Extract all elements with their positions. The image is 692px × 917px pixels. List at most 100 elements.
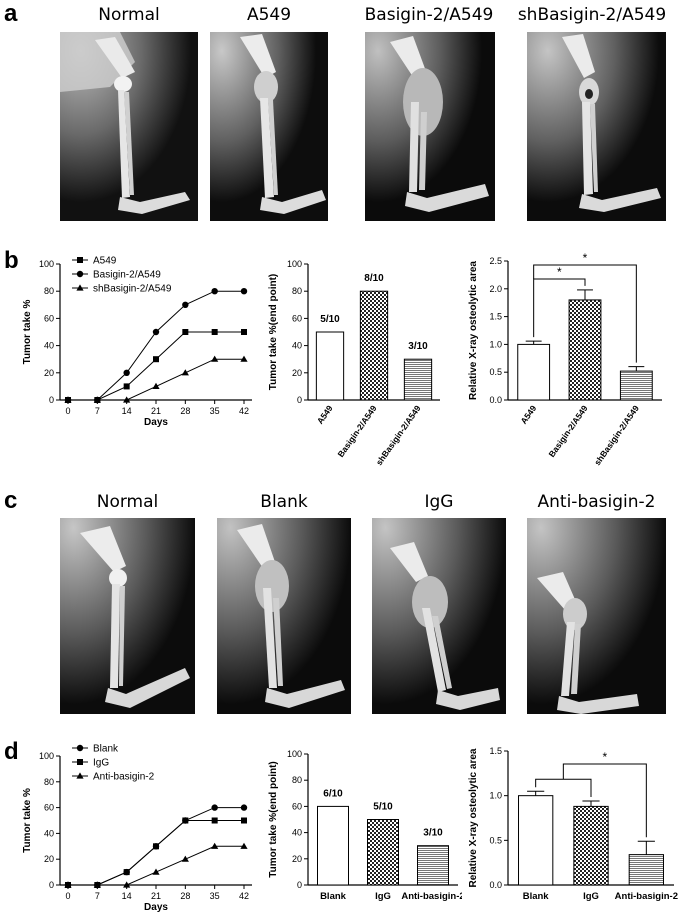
xray-a-title-2: A549 <box>246 5 292 25</box>
y-tick-label: 0 <box>49 395 54 405</box>
x-tick-label: Basigin-2/A549 <box>335 403 378 459</box>
y-tick-label: 20 <box>44 854 54 864</box>
y-tick-label: 2.5 <box>489 256 502 266</box>
legend-entry: Basigin-2/A549 <box>93 270 161 281</box>
xray-c-title-2: Blank <box>260 492 308 512</box>
y-tick-label: 80 <box>292 286 302 296</box>
bar <box>317 805 349 886</box>
y-tick-label: 100 <box>287 749 302 759</box>
tumor-take-endpoint-bar-chart-d: 0 20 40 60 80 100 Tumor take %(end point) 6/10 B… <box>268 749 462 902</box>
data-point <box>211 355 219 362</box>
data-point <box>153 356 159 363</box>
x-tick-label: 42 <box>239 406 249 416</box>
y-axis-title: Tumor take %(end point) <box>268 274 279 390</box>
data-point <box>93 881 101 888</box>
xray-image-igg <box>372 518 506 714</box>
y-tick-label: 20 <box>292 854 302 864</box>
bar <box>573 805 609 886</box>
legend-entry: Anti-basigin-2 <box>93 772 155 783</box>
xray-c-title-3: IgG <box>424 492 454 512</box>
bar <box>367 819 399 886</box>
x-tick-label: IgG <box>375 891 391 902</box>
data-point <box>123 396 131 403</box>
data-point <box>93 396 101 403</box>
data-point <box>240 842 248 849</box>
data-point <box>240 804 248 811</box>
y-axis-title: Tumor take % <box>22 788 33 853</box>
data-point <box>241 817 247 824</box>
panel-label-d: d <box>4 738 19 765</box>
data-point <box>152 382 160 389</box>
x-tick-label: A549 <box>518 403 538 426</box>
xray-image-normal-a <box>60 32 198 221</box>
legend-entry: shBasigin-2/A549 <box>93 284 172 295</box>
x-tick-label: shBasigin-2/A549 <box>592 403 641 467</box>
x-tick-label: 7 <box>95 406 100 416</box>
data-point <box>123 383 130 390</box>
xray-image-blank <box>217 518 351 714</box>
significance-star: * <box>602 750 607 764</box>
x-tick-label: 0 <box>65 891 70 901</box>
x-tick-label: 28 <box>180 891 190 901</box>
y-tick-label: 60 <box>44 803 54 813</box>
y-tick-label: 2.0 <box>489 284 502 294</box>
y-tick-label: 60 <box>44 313 54 323</box>
x-tick-label: 42 <box>239 891 249 901</box>
x-tick-label: 14 <box>122 891 132 901</box>
x-tick-label: 35 <box>210 406 220 416</box>
legend-marker <box>77 257 83 263</box>
legend-entry: A549 <box>93 256 117 267</box>
legend-marker <box>77 759 83 765</box>
data-point <box>152 328 160 336</box>
y-tick-label: 80 <box>292 775 302 785</box>
x-tick-label: Basigin-2/A549 <box>546 403 589 459</box>
legend-entry: IgG <box>93 758 109 769</box>
data-point <box>211 817 218 824</box>
x-tick-label: 28 <box>180 406 190 416</box>
data-point <box>211 842 219 849</box>
legend-marker <box>76 270 84 278</box>
significance-bracket <box>533 278 586 338</box>
osteolytic-area-bar-chart-b: 0.0 0.5 1.0 1.5 2.0 2.5 Relative X-ray osteoly… <box>468 251 662 467</box>
x-tick-label: A549 <box>315 403 335 426</box>
data-point <box>181 369 189 376</box>
tumor-take-line-chart-b: 0 20 40 60 80 100 Tumor take % 0 7 14 21 28 35 42 Days… <box>22 256 252 428</box>
bar <box>619 370 653 401</box>
series-line <box>68 820 244 886</box>
x-tick-label: Blank <box>523 891 550 902</box>
data-point <box>123 869 130 876</box>
y-axis-title: Tumor take % <box>22 299 33 364</box>
data-point <box>182 329 189 335</box>
xray-image-basigin2-a549 <box>365 32 495 221</box>
x-tick-label: shBasigin-2/A549 <box>374 403 423 467</box>
x-tick-label: 21 <box>151 406 161 416</box>
x-tick-label: Anti-basigin-2 <box>401 891 462 902</box>
data-point <box>64 396 72 403</box>
y-axis-title: Relative X-ray osteolytic area <box>468 748 479 887</box>
x-tick-label: 7 <box>95 891 100 901</box>
y-tick-label: 100 <box>39 259 54 269</box>
data-point <box>211 804 218 811</box>
data-point <box>64 881 72 888</box>
y-tick-label: 0 <box>297 880 302 890</box>
x-tick-label: Anti-basigin-2 <box>615 891 678 902</box>
significance-star: * <box>583 251 588 265</box>
y-tick-label: 0.0 <box>489 395 502 405</box>
y-tick-label: 80 <box>44 777 54 787</box>
x-tick-label: 0 <box>65 406 70 416</box>
y-tick-label: 1.0 <box>489 339 502 349</box>
legend-entry: Blank <box>93 744 119 755</box>
xray-image-shbasigin2-a549 <box>527 32 666 221</box>
y-tick-label: 40 <box>44 341 54 351</box>
data-point <box>181 855 189 862</box>
legend-marker <box>76 284 84 291</box>
xray-a-title-4: shBasigin-2/A549 <box>517 5 667 25</box>
xray-c-title-4: Anti-basigin-2 <box>537 492 656 512</box>
xray-image-normal-c <box>60 518 195 714</box>
data-point <box>240 355 248 362</box>
bar <box>518 795 554 886</box>
legend-marker <box>76 772 84 779</box>
y-tick-label: 80 <box>44 286 54 296</box>
bar <box>315 331 345 401</box>
y-tick-label: 60 <box>292 313 302 323</box>
